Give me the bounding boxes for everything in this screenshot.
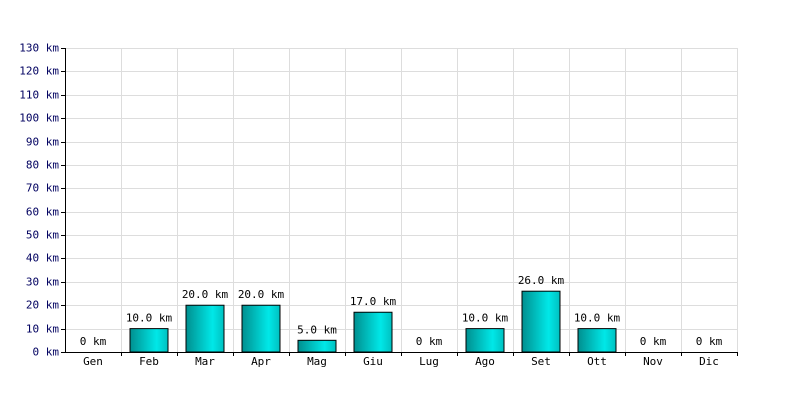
bar xyxy=(241,304,281,353)
bar xyxy=(465,328,505,353)
y-tick-label: 50 km xyxy=(26,229,59,242)
x-tick-label: Ott xyxy=(587,355,607,368)
y-tick-label: 80 km xyxy=(26,159,59,172)
y-tick-label: 110 km xyxy=(19,89,59,102)
value-label: 0 km xyxy=(80,335,107,348)
value-label: 5.0 km xyxy=(297,323,337,336)
value-label: 0 km xyxy=(696,335,723,348)
x-tick-label: Ago xyxy=(475,355,495,368)
x-tick-label: Lug xyxy=(419,355,439,368)
value-label: 10.0 km xyxy=(126,312,173,325)
y-tick-label: 60 km xyxy=(26,206,59,219)
x-tick-label: Dic xyxy=(699,355,719,368)
y-tick-label: 20 km xyxy=(26,299,59,312)
value-label: 20.0 km xyxy=(238,288,285,301)
x-tick-label: Giu xyxy=(363,355,383,368)
y-tick-label: 10 km xyxy=(26,323,59,336)
value-label: 26.0 km xyxy=(518,274,565,287)
y-tick-label: 30 km xyxy=(26,276,59,289)
value-label: 20.0 km xyxy=(182,288,229,301)
bar xyxy=(185,304,225,353)
x-tick-label: Feb xyxy=(139,355,159,368)
x-tick-label: Mar xyxy=(195,355,215,368)
y-tick-label: 70 km xyxy=(26,182,59,195)
x-tick-label: Nov xyxy=(643,355,663,368)
bar xyxy=(521,290,561,353)
value-label: 0 km xyxy=(416,335,443,348)
x-tick-label: Mag xyxy=(307,355,327,368)
y-tick-label: 130 km xyxy=(19,42,59,55)
x-tick-label: Gen xyxy=(83,355,103,368)
x-tick-label: Apr xyxy=(251,355,271,368)
y-tick-label: 40 km xyxy=(26,252,59,265)
bar xyxy=(297,339,337,353)
y-tick-label: 90 km xyxy=(26,136,59,149)
value-label: 17.0 km xyxy=(350,295,397,308)
value-label: 0 km xyxy=(640,335,667,348)
value-label: 10.0 km xyxy=(462,312,509,325)
y-tick-label: 120 km xyxy=(19,65,59,78)
bar xyxy=(577,328,617,353)
value-label: 10.0 km xyxy=(574,312,621,325)
x-tick-label: Set xyxy=(531,355,551,368)
y-tick-label: 100 km xyxy=(19,112,59,125)
bar xyxy=(129,328,169,353)
y-tick-label: 0 km xyxy=(33,346,60,359)
bar xyxy=(353,311,393,353)
